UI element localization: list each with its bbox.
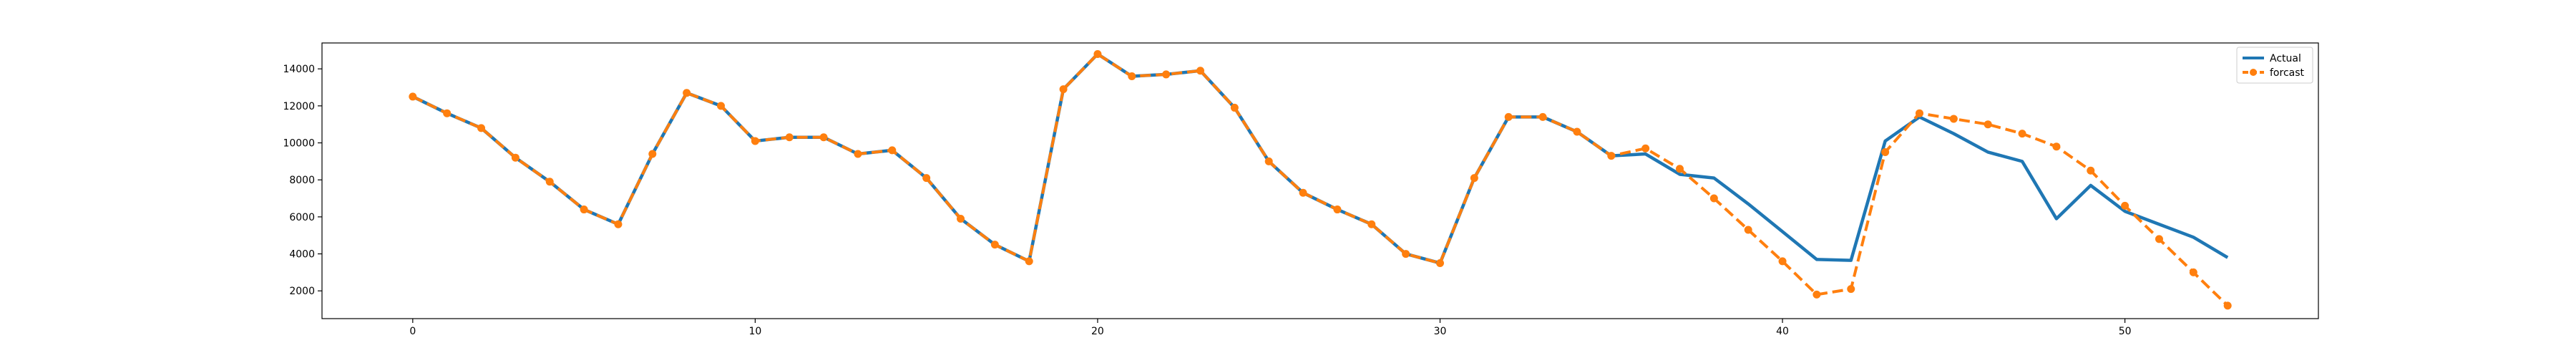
data-point-forcast [819,133,828,142]
data-point-forcast [1299,188,1307,197]
data-point-forcast [1333,205,1342,214]
y-tick-label: 12000 [283,101,315,112]
data-point-forcast [2189,268,2197,276]
y-tick-label: 4000 [289,249,315,261]
series-line-forcast [411,52,2229,307]
data-point-forcast [1230,103,1239,112]
data-point-forcast [1367,220,1376,228]
data-point-forcast [1470,174,1478,183]
x-tick-label: 30 [1434,326,1447,337]
y-tick-label: 14000 [283,64,315,75]
y-tick-label: 8000 [289,175,315,186]
data-point-forcast [1538,112,1547,121]
data-point-forcast [2223,301,2232,310]
data-point-forcast [1435,258,1444,267]
data-point-forcast [785,133,794,142]
legend-label-forcast: forcast [2270,67,2305,79]
data-point-forcast [2087,166,2095,175]
data-point-forcast [545,178,554,186]
data-point-forcast [409,92,417,101]
x-tick-label: 0 [409,326,416,337]
plot-frame [321,42,2319,319]
data-point-forcast [922,174,931,183]
x-tick-label: 10 [748,326,761,337]
data-point-forcast [477,124,486,132]
data-point-forcast [1059,85,1068,94]
data-point-forcast [1949,115,1958,123]
data-point-forcast [957,214,965,223]
legend-label-actual: Actual [2270,53,2301,64]
data-point-forcast [1675,165,1684,173]
y-tick-label: 2000 [289,286,315,297]
data-point-forcast [683,89,691,97]
data-point-forcast [511,153,519,162]
data-point-forcast [1984,120,1992,129]
data-point-forcast [888,146,897,155]
data-point-forcast [443,109,452,117]
data-point-forcast [1264,157,1273,165]
data-point-forcast [1573,127,1581,136]
series-line-actual [411,52,2229,265]
y-tick-label: 10000 [283,138,315,150]
x-tick-label: 20 [1091,326,1104,337]
data-point-forcast [2155,235,2163,243]
data-point-forcast [751,137,759,145]
data-point-forcast [1881,147,1890,156]
data-point-forcast [1813,290,1821,299]
data-point-forcast [2052,142,2061,151]
data-point-forcast [580,205,588,214]
legend-marker-forcast [2250,69,2257,76]
data-point-forcast [990,241,999,249]
data-point-forcast [2121,201,2129,210]
data-point-forcast [1504,112,1513,121]
data-point-forcast [1128,72,1136,81]
data-point-forcast [648,150,657,158]
data-point-forcast [1025,257,1033,266]
x-tick-label: 40 [1776,326,1789,337]
data-point-forcast [614,220,623,228]
data-point-forcast [1607,152,1616,160]
data-point-forcast [1162,70,1171,79]
data-point-forcast [1709,194,1718,203]
data-point-forcast [1402,250,1410,258]
data-point-forcast [1641,144,1650,153]
data-point-forcast [1847,285,1855,294]
x-tick-label: 50 [2119,326,2132,337]
y-tick-label: 6000 [289,212,315,223]
data-point-forcast [1915,109,1923,117]
data-point-forcast [854,150,862,158]
data-point-forcast [1744,226,1752,234]
data-point-forcast [1778,257,1787,266]
data-point-forcast [2018,130,2026,138]
data-point-forcast [717,102,726,110]
data-point-forcast [1196,67,1205,75]
data-point-forcast [1093,50,1102,59]
